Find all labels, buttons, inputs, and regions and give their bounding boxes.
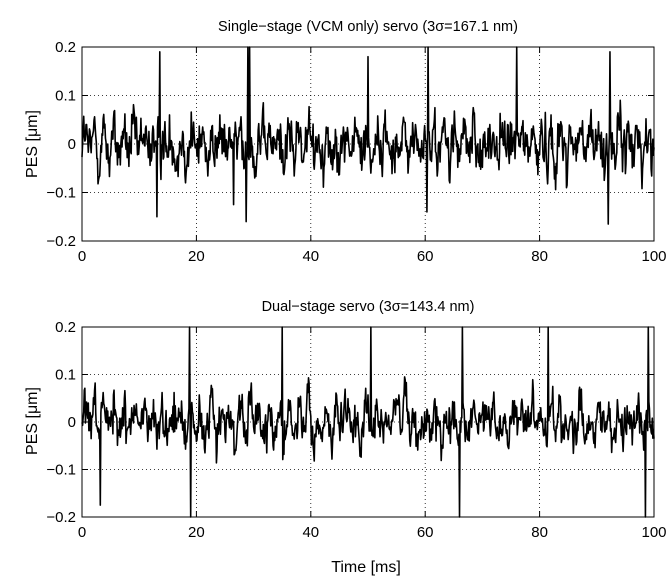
chart-title: Dual−stage servo (3σ=143.4 nm) <box>262 299 475 315</box>
x-tick-label: 80 <box>531 248 548 265</box>
y-tick-label: 0.2 <box>55 39 76 56</box>
subplot-dual-stage: Dual−stage servo (3σ=143.4 nm) PES [μm] … <box>24 299 667 541</box>
series-line <box>81 46 655 225</box>
x-tick-label: 80 <box>531 524 548 541</box>
pes-trace <box>81 326 655 518</box>
axis-ticks: 0 20 40 60 80 100 −0.2 −0.1 0 0.1 0.2 <box>46 39 666 265</box>
x-tick-label: 0 <box>78 524 86 541</box>
pes-trace <box>81 46 655 225</box>
y-tick-label: 0.1 <box>55 367 76 384</box>
y-tick-label: −0.1 <box>46 462 76 479</box>
x-tick-label: 40 <box>302 524 319 541</box>
x-tick-label: 60 <box>417 524 434 541</box>
y-tick-label: 0.1 <box>55 88 76 105</box>
y-axis-label: PES [μm] <box>24 387 41 455</box>
x-tick-label: 100 <box>641 248 666 265</box>
x-tick-label: 100 <box>641 524 666 541</box>
series-line <box>81 326 655 518</box>
x-tick-label: 20 <box>188 524 205 541</box>
plot-frame <box>81 326 655 518</box>
y-axis-label: PES [μm] <box>24 110 41 178</box>
y-tick-label: 0.2 <box>55 319 76 336</box>
y-tick-label: −0.1 <box>46 185 76 202</box>
y-tick-label: 0 <box>68 414 76 431</box>
x-tick-label: 40 <box>302 248 319 265</box>
x-tick-label: 60 <box>417 248 434 265</box>
subplot-single-stage: Single−stage (VCM only) servo (3σ=167.1 … <box>24 19 667 265</box>
y-tick-label: 0 <box>68 136 76 153</box>
x-axis-label: Time [ms] <box>331 559 401 576</box>
chart-title: Single−stage (VCM only) servo (3σ=167.1 … <box>218 19 518 35</box>
grid <box>82 327 654 517</box>
y-tick-label: −0.2 <box>46 233 76 250</box>
y-tick-label: −0.2 <box>46 509 76 526</box>
axis-ticks: 0 20 40 60 80 100 −0.2 −0.1 0 0.1 0.2 <box>46 319 666 541</box>
x-tick-label: 20 <box>188 248 205 265</box>
x-tick-label: 0 <box>78 248 86 265</box>
